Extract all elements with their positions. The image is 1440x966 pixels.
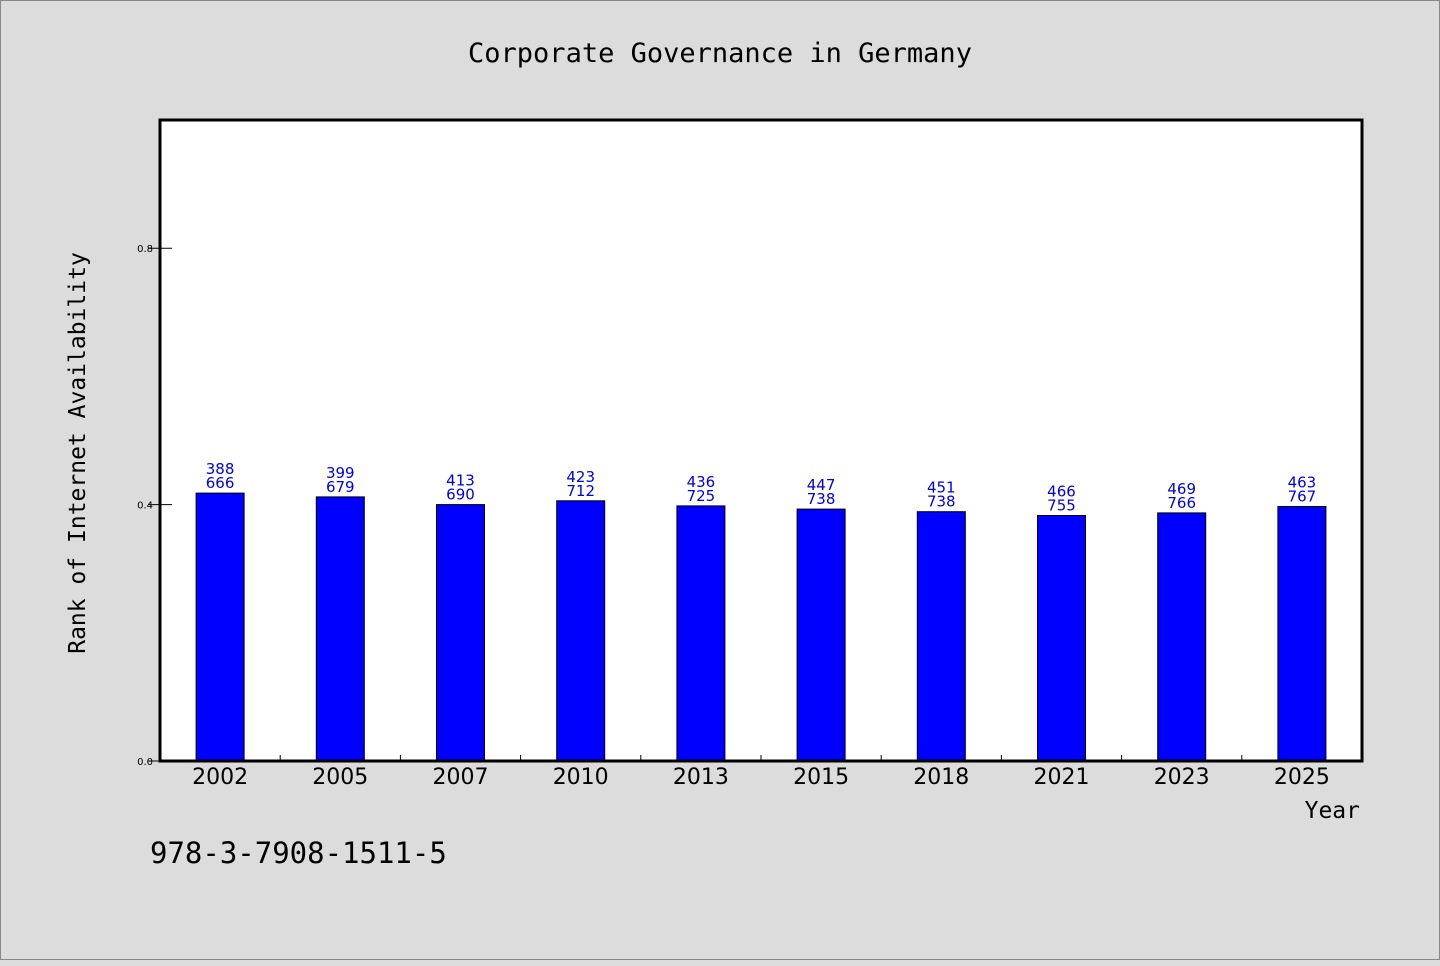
bar-2007 (436, 504, 485, 762)
bar-2018 (916, 511, 966, 762)
y-axis-label: Rank of Internet Availability (65, 252, 91, 654)
data-label-top-2021: 466 (1047, 483, 1076, 501)
data-label-bottom-2015: 738 (807, 490, 836, 508)
bar-2015 (796, 508, 846, 762)
bar-2025 (1277, 506, 1327, 762)
data-label-bottom-2018: 738 (927, 493, 956, 511)
x-tick-label-2018: 2018 (913, 765, 969, 790)
data-label-top-2002: 388 (206, 460, 235, 478)
data-label-bottom-2010: 712 (566, 482, 595, 500)
bar-2010 (556, 500, 606, 762)
data-label-top-2013: 436 (687, 473, 716, 491)
bar-2002 (195, 492, 245, 762)
data-label-bottom-2023: 766 (1167, 494, 1196, 512)
data-label-bottom-2002: 666 (206, 474, 235, 492)
data-label-top-2023: 469 (1167, 480, 1196, 498)
chart-title: Corporate Governance in Germany (468, 38, 972, 69)
x-tick-label-2010: 2010 (553, 765, 609, 790)
data-label-bottom-2007: 690 (446, 486, 475, 504)
data-label-bottom-2005: 679 (326, 478, 355, 496)
data-label-top-2025: 463 (1288, 474, 1317, 492)
x-tick-label-2021: 2021 (1034, 765, 1090, 790)
y-tick-label-2: 0.8 (137, 244, 153, 255)
data-label-bottom-2025: 767 (1288, 488, 1317, 506)
bar-2021 (1037, 515, 1086, 762)
y-tick-label-1: 0.4 (137, 501, 153, 512)
x-axis-label: Year (1305, 798, 1360, 824)
bar-2023 (1157, 512, 1207, 762)
x-tick-label-2025: 2025 (1274, 765, 1330, 790)
data-labels-layer: 6663886793996904137124237254367384477384… (206, 460, 1316, 514)
data-label-top-2015: 447 (807, 476, 836, 494)
x-tick-label-2005: 2005 (312, 765, 368, 790)
data-label-top-2005: 399 (326, 464, 355, 482)
x-tick-label-2023: 2023 (1154, 765, 1210, 790)
data-label-bottom-2021: 755 (1047, 497, 1076, 515)
plot-frame (158, 118, 1364, 763)
data-label-top-2007: 413 (446, 472, 475, 490)
x-tick-label-2002: 2002 (192, 765, 248, 790)
bar-2005 (315, 496, 365, 762)
x-tick-label-2015: 2015 (793, 765, 849, 790)
bars-layer (195, 492, 1327, 762)
bar-2013 (676, 505, 726, 762)
data-label-top-2018: 451 (927, 479, 956, 497)
x-tick-label-2013: 2013 (673, 765, 729, 790)
data-label-bottom-2013: 725 (687, 487, 716, 505)
data-label-top-2010: 423 (566, 468, 595, 486)
isbn-footer: 978-3-7908-1511-5 (150, 836, 447, 870)
y-tick-label-0: 0.0 (137, 757, 153, 768)
x-tick-label-2007: 2007 (433, 765, 489, 790)
